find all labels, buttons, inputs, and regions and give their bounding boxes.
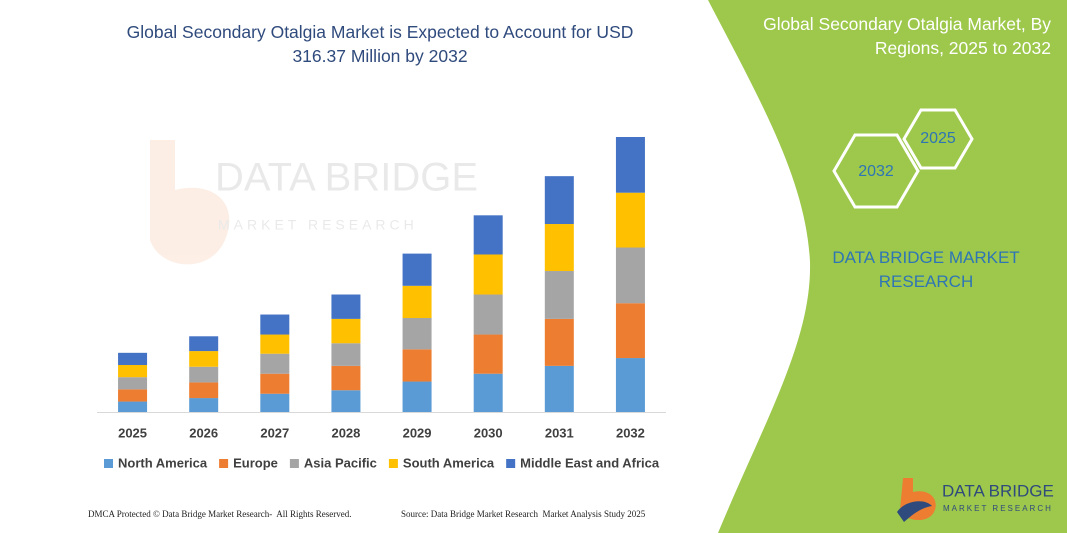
- bar-segment: [118, 401, 148, 412]
- bar-segment: [615, 192, 645, 248]
- x-tick-label: 2026: [189, 425, 218, 440]
- bar-segment: [402, 253, 432, 286]
- bar-segment: [544, 224, 574, 272]
- legend-swatch: [289, 459, 299, 468]
- legend-label: Europe: [233, 455, 278, 470]
- bar-segment: [473, 294, 503, 335]
- footer-dmca: DMCA Protected © Data Bridge Market Rese…: [88, 509, 352, 519]
- x-tick-label: 2032: [616, 425, 645, 440]
- bar-segment: [544, 176, 574, 225]
- bar-segment: [402, 381, 432, 412]
- bar-segment: [615, 303, 645, 359]
- bar-segment: [615, 358, 645, 412]
- side-title: Global Secondary Otalgia Market, By Regi…: [763, 14, 1051, 58]
- bar-segment: [544, 365, 574, 412]
- bar-segment: [260, 314, 290, 335]
- logo-icon: [897, 501, 932, 522]
- bar-segment: [331, 365, 361, 391]
- bar-segment: [260, 353, 290, 374]
- bar-segment: [544, 318, 574, 366]
- bar-segment: [189, 336, 219, 352]
- bar-segment: [402, 318, 432, 350]
- legend-swatch: [104, 459, 113, 468]
- chart-title: Global Secondary Otalgia Market is Expec…: [126, 22, 634, 66]
- legend-swatch: [219, 459, 229, 468]
- bar-segment: [615, 137, 645, 193]
- bar-segment: [331, 318, 361, 344]
- watermark-icon: [150, 140, 230, 265]
- bar-segment: [189, 351, 219, 367]
- bar-segment: [260, 393, 290, 412]
- bar-segment: [189, 382, 219, 399]
- legend-label: North America: [118, 455, 208, 470]
- bar-segment: [118, 365, 148, 378]
- hexagon: [902, 108, 974, 170]
- bar-segment: [260, 334, 290, 354]
- bar-segment: [402, 285, 432, 319]
- bar-segment: [260, 373, 290, 394]
- bar-segment: [331, 294, 361, 319]
- bar-segment: [118, 377, 148, 390]
- bar-segment: [118, 352, 148, 366]
- hexagon-label: 2025: [920, 130, 956, 147]
- bar-segment: [189, 398, 219, 412]
- bar-segment: [118, 389, 148, 402]
- hexagon-label: 2032: [858, 163, 894, 180]
- logo-name: DATA BRIDGE: [942, 481, 1054, 500]
- legend-label: Asia Pacific: [304, 455, 377, 470]
- watermark-tagline: MARKET RESEARCH: [218, 217, 418, 233]
- x-tick-label: 2031: [545, 425, 574, 440]
- watermark: DATA BRIDGE MARKET RESEARCH: [150, 140, 478, 265]
- bar-segment: [189, 366, 219, 383]
- hexagon: [832, 133, 920, 209]
- bar-segment: [331, 390, 361, 412]
- watermark-name: DATA BRIDGE: [215, 156, 478, 200]
- legend-label: South America: [403, 455, 495, 470]
- legend-swatch: [506, 459, 516, 468]
- bar-segment: [402, 349, 432, 382]
- x-tick-label: 2025: [118, 425, 147, 440]
- bar-segment: [473, 215, 503, 255]
- logo-tagline: MARKET RESEARCH: [943, 504, 1053, 513]
- bar-segment: [331, 343, 361, 366]
- logo: DATA BRIDGE MARKET RESEARCH: [897, 478, 1054, 522]
- brand: DATA BRIDGE MARKET RESEARCH: [832, 248, 1020, 291]
- bar-segment: [473, 373, 503, 412]
- bar-segment: [615, 247, 645, 304]
- x-tick-label: 2027: [260, 425, 289, 440]
- legend-label: Middle East and Africa: [520, 455, 660, 470]
- bar-segment: [473, 334, 503, 374]
- green-panel: [708, 0, 1067, 533]
- bar-segment: [544, 271, 574, 319]
- x-tick-label: 2028: [331, 425, 360, 440]
- x-tick-label: 2030: [474, 425, 503, 440]
- x-tick-label: 2029: [403, 425, 432, 440]
- bar-segment: [473, 254, 503, 295]
- legend-swatch: [388, 459, 398, 468]
- footer-source: Source: Data Bridge Market Research Mark…: [401, 509, 646, 519]
